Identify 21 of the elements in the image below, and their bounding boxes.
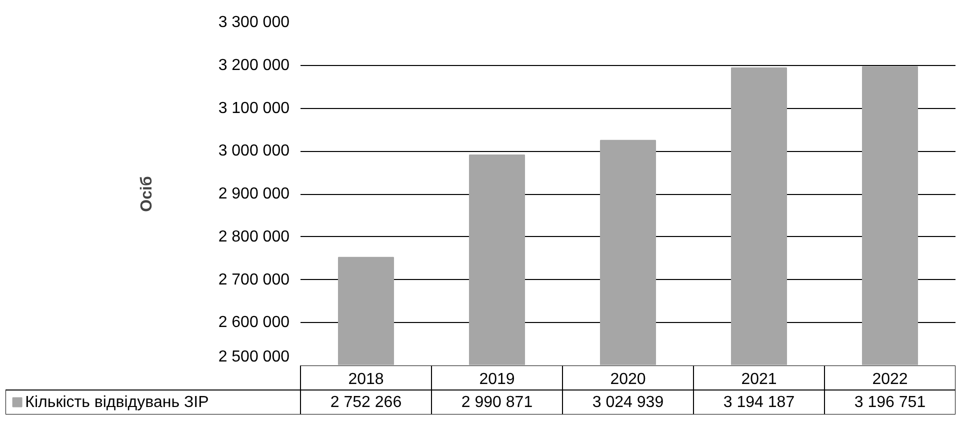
data-label: 2 752 266 [330,394,402,411]
x-tick-label: 2021 [741,370,777,388]
y-tick-label: 2 600 000 [218,314,290,332]
x-tick-label: 2022 [872,370,908,388]
y-tick-label: 3 200 000 [218,56,290,74]
data-label: 3 194 187 [723,394,795,411]
y-tick-label: 3 300 000 [218,14,290,31]
x-tick-label: 2019 [479,370,515,388]
y-tick-label: 3 100 000 [218,100,290,117]
x-tick-label: 2020 [610,370,646,388]
x-tick-label: 2018 [348,370,384,388]
y-tick-label: 2 900 000 [218,186,290,202]
y-axis-title: Осіб [138,176,156,212]
legend-label: Кількість відвідувань ЗІР [25,394,209,411]
data-label: 2 990 871 [461,394,533,411]
y-tick-label: 3 000 000 [218,142,290,160]
y-tick-label: 2 500 000 [218,348,290,366]
data-label: 3 024 939 [592,394,664,411]
y-tick-label: 2 800 000 [218,228,290,246]
y-tick-label: 2 700 000 [218,271,290,288]
data-label: 3 196 751 [854,394,926,411]
